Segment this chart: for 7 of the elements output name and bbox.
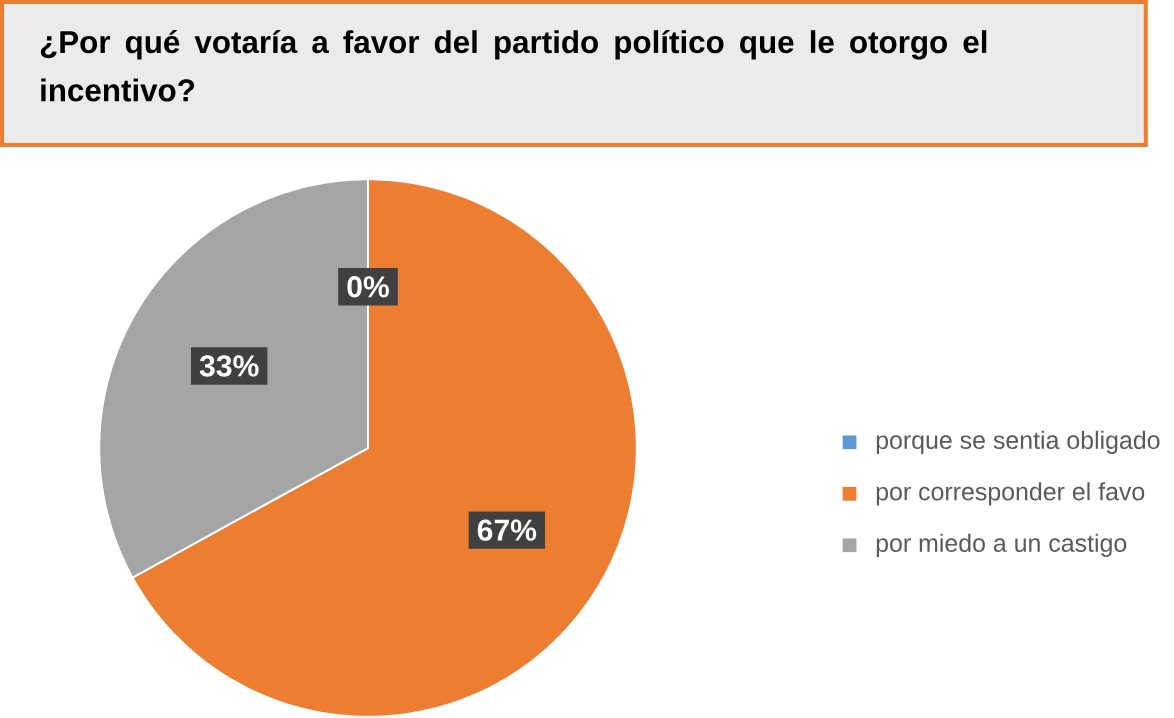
data-label: 33% <box>199 355 259 377</box>
legend-label: por miedo a un castigo <box>876 533 1127 557</box>
text: 0% <box>347 276 389 298</box>
legend-label: por corresponder el favo <box>876 482 1145 506</box>
legend-label: porque se sentia obligado <box>876 430 1160 455</box>
data-label: 67% <box>477 519 537 541</box>
chart-title: ¿Por qué votaría a favor del partido político que le otorgo el incentivo? <box>40 30 987 102</box>
